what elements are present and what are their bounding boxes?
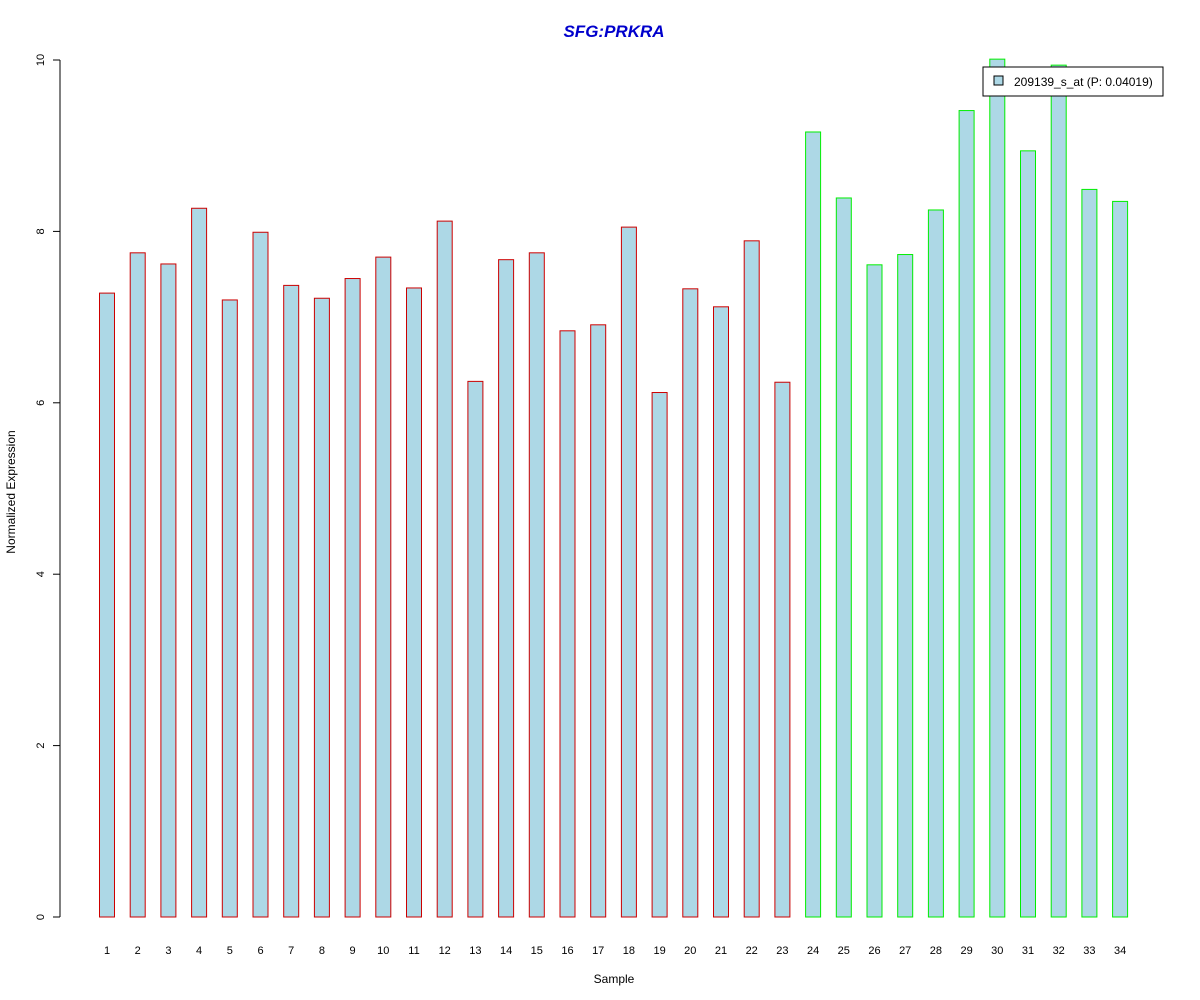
x-tick-label: 15 (531, 945, 543, 957)
y-tick-label: 2 (35, 743, 47, 749)
bar-sample-8 (313, 297, 330, 918)
x-tick-label: 27 (899, 945, 911, 957)
x-tick-label: 34 (1114, 945, 1126, 957)
y-tick-label: 6 (35, 400, 47, 406)
bars (99, 58, 1129, 918)
bar-sample-7 (283, 284, 300, 918)
bar-sample-20 (682, 288, 699, 918)
x-tick-label: 21 (715, 945, 727, 957)
x-tick-label: 11 (408, 945, 419, 957)
x-tick-label: 18 (623, 945, 635, 957)
bar-sample-21 (713, 306, 729, 918)
x-tick-label: 9 (350, 945, 356, 957)
bar-sample-32 (1050, 64, 1067, 918)
x-tick-label: 33 (1083, 945, 1095, 957)
y-tick-label: 4 (35, 571, 47, 577)
bar-sample-18 (620, 226, 637, 918)
bar-sample-3 (160, 263, 177, 918)
x-tick-label: 3 (165, 945, 171, 957)
x-tick-label: 25 (838, 945, 850, 957)
legend: 209139_s_at (P: 0.04019) (982, 66, 1164, 97)
bar-sample-9 (344, 278, 361, 918)
bar-sample-29 (958, 110, 975, 918)
x-tick-label: 8 (319, 945, 325, 957)
x-axis-label: Sample (594, 972, 635, 986)
bar-sample-27 (897, 254, 914, 918)
bar-sample-33 (1081, 188, 1098, 918)
y-tick-label: 8 (35, 228, 47, 234)
bar-sample-1 (99, 292, 115, 918)
bar-sample-13 (467, 380, 484, 918)
bar-sample-16 (559, 330, 576, 918)
x-tick-label: 6 (257, 945, 263, 957)
x-tick-label: 10 (377, 945, 389, 957)
x-tick-labels: 1 2 3 4 5 6 7 8 9 10 11 12 13 14 15 16 17 18 19 20 21 22 23 24 2… (104, 945, 1126, 957)
x-tick-label: 26 (868, 945, 880, 957)
x-tick-label: 7 (288, 945, 294, 957)
x-tick-label: 23 (776, 945, 788, 957)
bar-sample-10 (375, 256, 392, 918)
x-tick-label: 1 (104, 945, 110, 957)
bar-sample-22 (743, 240, 760, 918)
bar-sample-15 (528, 252, 545, 918)
x-tick-label: 29 (960, 945, 972, 957)
bar-sample-5 (221, 299, 238, 918)
bar-sample-2 (129, 252, 146, 918)
bar-sample-4 (191, 207, 208, 918)
x-tick-label: 24 (807, 945, 819, 957)
bar-sample-26 (866, 264, 883, 918)
bar-sample-25 (835, 197, 852, 918)
x-tick-label: 30 (991, 945, 1003, 957)
y-tick-label: 0 (35, 914, 47, 920)
x-tick-label: 14 (500, 945, 512, 957)
y-axis-label: Normalized Expression (4, 430, 18, 553)
x-tick-label: 20 (684, 945, 696, 957)
bar-sample-14 (498, 259, 515, 918)
x-tick-label: 2 (135, 945, 141, 957)
bar-sample-6 (252, 231, 269, 918)
x-tick-label: 5 (227, 945, 233, 957)
y-tick-label: 10 (35, 54, 47, 66)
x-tick-label: 17 (592, 945, 604, 957)
bar-sample-19 (651, 392, 668, 918)
x-tick-label: 4 (196, 945, 202, 957)
x-tick-label: 19 (653, 945, 665, 957)
x-tick-label: 12 (439, 945, 451, 957)
legend-label: 209139_s_at (P: 0.04019) (1014, 75, 1153, 89)
x-tick-label: 31 (1022, 945, 1034, 957)
legend-swatch (993, 75, 1004, 86)
bar-sample-12 (436, 220, 453, 918)
bar-sample-23 (774, 381, 791, 918)
x-tick-label: 32 (1053, 945, 1065, 957)
legend-box (982, 66, 1164, 97)
bar-sample-11 (406, 287, 422, 918)
bar-sample-17 (590, 324, 607, 918)
x-tick-label: 22 (746, 945, 758, 957)
x-tick-label: 16 (561, 945, 573, 957)
x-tick-label: 13 (469, 945, 481, 957)
bar-sample-34 (1112, 200, 1129, 918)
bar-sample-28 (927, 209, 944, 918)
bar-sample-30 (989, 58, 1006, 918)
x-tick-label: 28 (930, 945, 942, 957)
chart-title: SFG:PRKRA (563, 22, 664, 41)
y-axis: 0 2 4 6 8 10 (35, 54, 61, 920)
bar-sample-31 (1020, 150, 1036, 918)
bar-sample-24 (805, 131, 822, 918)
